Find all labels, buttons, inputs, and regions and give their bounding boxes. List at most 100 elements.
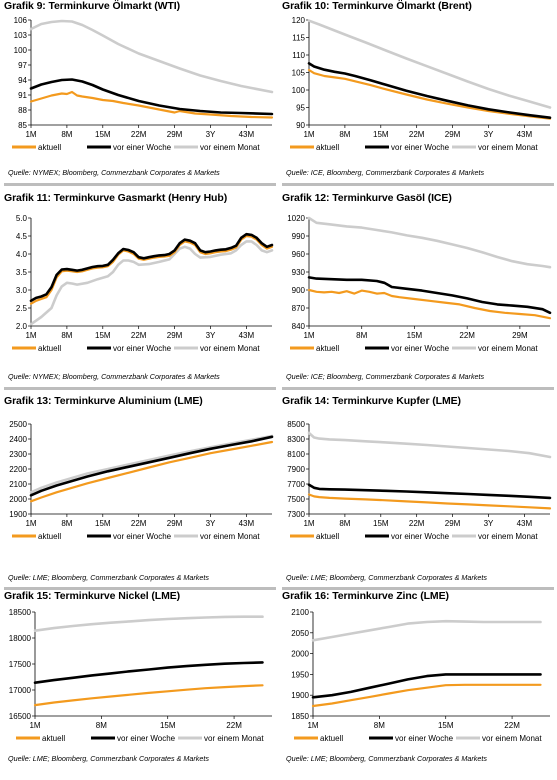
y-tick-label: 115 [292,34,305,43]
chart-g10: 90 95 100 105 110 115 120 1M 8M 15M 22M 29M 3Y 43M akt… [290,16,552,152]
y-tick-label: 7700 [287,480,305,489]
chart-title: Grafik 11: Terminkurve Gasmarkt (Henry H… [4,192,228,204]
legend-label: vor einer Woche [113,143,172,152]
y-tick-label: 2100 [9,480,27,489]
chart-panel-g14: Grafik 14: Terminkurve Kupfer (LME) 7300… [282,395,554,590]
legend-label: vor einem Monat [482,734,542,743]
chart-g16: 1850 1900 1950 2000 2050 2100 1M 8M 15M 22M aktuel… [291,608,550,743]
y-tick-label: 17500 [9,660,32,669]
y-tick-label: 1900 [9,510,27,519]
x-tick-label: 1M [25,331,36,340]
x-tick-label: 43M [239,331,255,340]
x-tick-label: 15M [95,130,111,139]
x-tick-label: 22M [131,519,147,528]
y-tick-label: 4.0 [16,250,28,259]
x-tick-label: 1M [307,721,318,730]
x-tick-label: 3Y [206,331,216,340]
chart-g11: 2.0 2.5 3.0 3.5 4.0 4.5 5.0 1M 8M 15M 22M 29M 3Y 43M a… [12,214,274,353]
legend-label: vor einem Monat [478,532,538,541]
chart-panel-g9: Grafik 9: Terminkurve Ölmarkt (WTI) 85 88… [4,0,276,190]
y-tick-label: 960 [292,250,306,259]
x-tick-label: 8M [339,130,350,139]
chart-title: Grafik 12: Terminkurve Gasöl (ICE) [282,192,452,204]
chart-g13: 1900 2000 2100 2200 2300 2400 2500 1M 8M 15M 22M 29… [9,420,274,541]
chart-title: Grafik 15: Terminkurve Nickel (LME) [4,590,181,602]
y-tick-label: 91 [18,91,27,100]
chart-title: Grafik 9: Terminkurve Ölmarkt (WTI) [4,0,181,12]
y-tick-label: 7300 [287,510,305,519]
separator [282,387,554,390]
legend-label: vor einer Woche [113,532,172,541]
series-line-2 [311,673,542,699]
legend-label: aktuell [316,532,339,541]
x-tick-label: 43M [239,519,255,528]
chart-title: Grafik 16: Terminkurve Zinc (LME) [282,590,449,602]
y-tick-label: 88 [18,106,27,115]
x-tick-label: 22M [504,721,520,730]
chart-panel-g10: Grafik 10: Terminkurve Ölmarkt (Brent) 9… [282,0,554,190]
x-tick-label: 29M [445,130,461,139]
x-tick-label: 29M [445,519,461,528]
legend-label: vor einem Monat [204,734,264,743]
y-tick-label: 18500 [9,608,32,617]
y-tick-label: 870 [292,304,306,313]
series-line-3 [33,615,264,633]
x-tick-label: 22M [409,519,425,528]
y-tick-label: 85 [18,121,27,130]
legend-label: aktuell [38,143,61,152]
y-tick-label: 2400 [9,435,27,444]
x-tick-label: 15M [95,519,111,528]
series-line-2 [307,276,552,315]
separator [282,183,554,186]
x-tick-label: 22M [459,331,475,340]
series-line-1 [311,683,542,708]
y-tick-label: 106 [14,16,28,25]
x-tick-label: 3Y [484,519,494,528]
series-line-1 [29,234,274,305]
y-tick-label: 94 [18,76,27,85]
y-tick-label: 3.5 [16,268,28,277]
series-line-3 [307,216,552,269]
chart-panel-g15: Grafik 15: Terminkurve Nickel (LME) 1650… [4,590,276,780]
chart-g12: 840 870 900 930 960 990 1020 1M 8M 15M 22M 29M aktue… [287,214,552,353]
y-tick-label: 5.0 [16,214,28,223]
series-line-2 [29,435,274,497]
series-line-2 [29,78,274,116]
x-tick-label: 1M [29,721,40,730]
chart-g15: 16500 17000 17500 18000 18500 1M 8M 15M 22M aktue… [9,608,272,743]
x-tick-label: 8M [61,519,72,528]
y-tick-label: 8300 [287,435,305,444]
legend-label: aktuell [316,143,339,152]
y-tick-label: 8100 [287,450,305,459]
separator [4,587,276,590]
x-tick-label: 43M [517,130,533,139]
x-tick-label: 1M [303,331,314,340]
x-tick-label: 29M [167,331,183,340]
series-line-3 [29,240,274,326]
y-tick-label: 2.0 [16,322,28,331]
legend-label: vor einer Woche [391,344,450,353]
legend-label: aktuell [320,734,343,743]
x-tick-label: 29M [167,519,183,528]
x-tick-label: 3Y [206,130,216,139]
series-line-2 [29,232,274,303]
chart-panel-g16: Grafik 16: Terminkurve Zinc (LME) 1850 19… [282,590,554,780]
y-tick-label: 97 [18,61,27,70]
x-tick-label: 29M [512,331,528,340]
y-tick-label: 1850 [291,712,309,721]
y-tick-label: 2000 [9,495,27,504]
chart-source: Quelle: NYMEX; Bloomberg, Commerzbank Co… [8,168,220,177]
x-tick-label: 3Y [484,130,494,139]
chart-panel-g11: Grafik 11: Terminkurve Gasmarkt (Henry H… [4,192,276,390]
x-tick-label: 15M [407,331,423,340]
legend-label: vor einem Monat [478,344,538,353]
y-tick-label: 1020 [287,214,305,223]
legend-label: aktuell [42,734,65,743]
y-tick-label: 105 [292,69,306,78]
y-tick-label: 100 [14,46,28,55]
x-tick-label: 8M [61,331,72,340]
legend-label: vor einer Woche [391,532,450,541]
x-tick-label: 43M [239,130,255,139]
series-line-1 [29,440,274,503]
series-line-1 [307,68,552,120]
